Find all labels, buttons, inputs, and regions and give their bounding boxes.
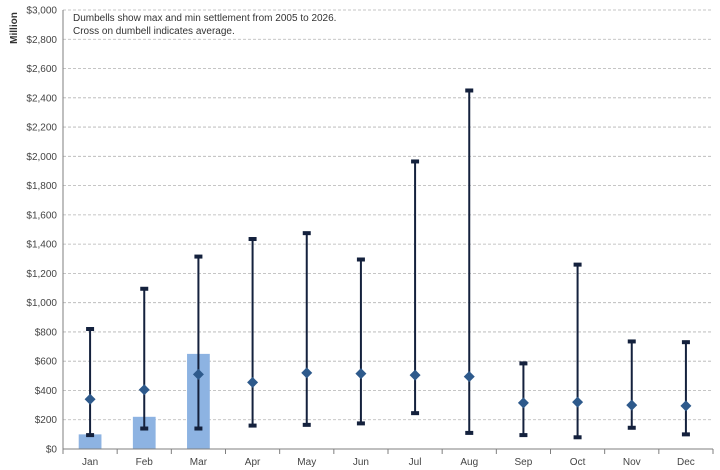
dumbbell-min-cap xyxy=(140,426,149,431)
dumbbell-max-cap xyxy=(356,257,365,262)
average-marker xyxy=(572,396,584,408)
average-marker xyxy=(680,400,692,412)
y-tick-label: $1,800 xyxy=(26,181,57,192)
dumbbell-max-cap xyxy=(627,339,636,344)
average-marker xyxy=(84,393,96,405)
y-tick-label: $2,800 xyxy=(26,35,57,46)
x-tick-label: May xyxy=(297,457,316,468)
x-tick-label: Aug xyxy=(460,457,478,468)
x-tick-label: Nov xyxy=(623,457,641,468)
y-tick-label: $2,000 xyxy=(26,152,57,163)
y-tick-label: $2,400 xyxy=(26,93,57,104)
dumbbells xyxy=(84,88,692,440)
average-marker xyxy=(247,376,259,388)
x-tick-label: Dec xyxy=(677,457,695,468)
dumbbell-max-cap xyxy=(465,88,474,93)
dumbbell-max-cap xyxy=(573,262,582,267)
x-tick-label: Jul xyxy=(409,457,422,468)
dumbbell-max-cap xyxy=(411,159,420,164)
average-marker xyxy=(409,369,421,381)
y-tick-label: $1,400 xyxy=(26,240,57,251)
y-tick-label: $3,000 xyxy=(26,6,57,17)
x-tick-label: Jan xyxy=(82,457,98,468)
axes xyxy=(62,10,714,454)
y-tick-label: $1,000 xyxy=(26,298,57,309)
x-tick-label: Apr xyxy=(245,457,261,468)
y-tick-label: $1,200 xyxy=(26,269,57,280)
annotation-line-2: Cross on dumbell indicates average. xyxy=(73,26,235,37)
average-marker xyxy=(463,371,475,383)
y-tick-label: $1,600 xyxy=(26,210,57,221)
y-axis-title: Million xyxy=(9,12,20,44)
x-tick-labels: Jan Feb Mar Apr May Jun Jul Aug Sep Oct Nov Dec xyxy=(82,457,695,468)
dumbbell-min-cap xyxy=(627,425,636,430)
y-tick-labels: $0 $200 $400 $600 $800 $1,000 $1,200 $1,400 $1,6… xyxy=(26,6,57,456)
average-marker xyxy=(355,368,367,380)
dumbbell-min-cap xyxy=(302,422,311,427)
average-marker xyxy=(301,367,313,379)
bar xyxy=(78,434,102,449)
dumbbell-max-cap xyxy=(302,231,311,236)
dumbbell-max-cap xyxy=(86,327,95,332)
dumbbell-max-cap xyxy=(194,254,203,259)
y-tick-label: $2,200 xyxy=(26,123,57,134)
x-tick-label: Mar xyxy=(190,457,208,468)
annotation-line-1: Dumbells show max and min settlement fro… xyxy=(73,13,336,24)
dumbbell-max-cap xyxy=(140,286,149,291)
x-tick-label: Oct xyxy=(570,457,586,468)
average-marker xyxy=(517,397,529,409)
dumbbell-min-cap xyxy=(411,411,420,416)
average-marker xyxy=(192,368,204,380)
x-tick-label: Feb xyxy=(136,457,154,468)
dumbbell-min-cap xyxy=(248,423,257,428)
dumbbell-min-cap xyxy=(519,433,528,438)
y-tick-label: $0 xyxy=(46,445,58,456)
y-tick-label: $600 xyxy=(35,357,58,368)
average-marker xyxy=(138,384,150,396)
x-tick-label: Jun xyxy=(353,457,369,468)
dumbbell-min-cap xyxy=(681,432,690,437)
y-tick-label: $2,600 xyxy=(26,64,57,75)
dumbbell-max-cap xyxy=(681,340,690,345)
dumbbell-min-cap xyxy=(86,433,95,438)
y-tick-label: $200 xyxy=(35,415,58,426)
y-tick-label: $800 xyxy=(35,327,58,338)
bar xyxy=(132,416,156,449)
dumbbell-min-cap xyxy=(356,421,365,426)
average-marker xyxy=(626,399,638,411)
y-tick-label: $400 xyxy=(35,386,58,397)
dumbbell-max-cap xyxy=(248,237,257,242)
dumbbell-max-cap xyxy=(519,361,528,366)
grid-lines xyxy=(63,9,713,421)
x-tick-label: Sep xyxy=(515,457,533,468)
dumbbell-min-cap xyxy=(573,435,582,440)
dumbbell-min-cap xyxy=(465,430,474,435)
dumbbell-min-cap xyxy=(194,426,203,431)
